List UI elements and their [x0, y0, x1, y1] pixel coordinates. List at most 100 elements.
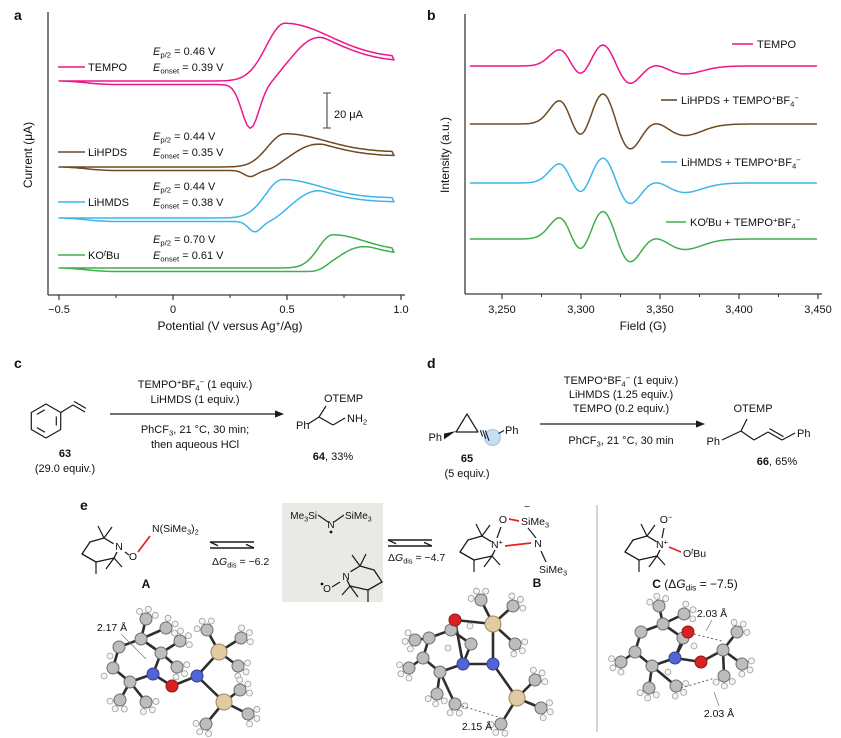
- c-atom: [106, 661, 120, 675]
- eonset-annotation: Eonset = 0.39 V: [153, 62, 224, 76]
- n-label: N: [534, 538, 542, 550]
- minus-charge: −: [524, 502, 530, 513]
- panel-a-cv-chart: a −0.5 0 0.5 1.0 Potential (V versus Ag+/Ag) C…: [14, 7, 409, 333]
- si-atom: [215, 693, 233, 711]
- c-atom: [234, 631, 248, 645]
- n-o-bond: [124, 551, 130, 556]
- hydrogen-atom: [738, 670, 746, 678]
- skeletal-bond: [721, 430, 742, 441]
- reagent-line: TEMPO (0.2 equiv.): [573, 403, 669, 415]
- x-tick-label: 3,350: [646, 304, 674, 316]
- compound-number: 64, 33%: [313, 451, 354, 463]
- ph-label: Ph: [797, 428, 810, 440]
- hydrogen-atom: [518, 647, 526, 655]
- distance-label: 2.15 Å: [462, 720, 492, 733]
- skeletal-bond: [318, 416, 334, 426]
- panel-letter-e: e: [80, 497, 88, 513]
- vinyl-bond: [60, 404, 74, 414]
- panel-letter-b: b: [427, 7, 436, 23]
- chair-bond: [81, 541, 91, 555]
- hydrogen-atom: [728, 678, 736, 685]
- chair-bond: [481, 535, 492, 543]
- chair-bond: [459, 539, 469, 553]
- radical-dot: [329, 530, 333, 534]
- hydrogen-atom: [205, 730, 213, 738]
- n-atom: [146, 667, 160, 681]
- hydrogen-atom: [246, 629, 253, 637]
- hydrogen-atom: [198, 617, 206, 625]
- distance-line: [680, 677, 716, 689]
- ph-label: Ph: [296, 420, 309, 432]
- hash-bond: [484, 430, 490, 441]
- hydrogen-atom: [148, 706, 156, 714]
- hydrogen-atom: [473, 587, 480, 595]
- chair-bond: [89, 537, 105, 543]
- c-atom: [448, 697, 462, 711]
- hydrogen-atom: [541, 678, 549, 686]
- hydrogen-atom: [682, 600, 690, 608]
- skeletal-bond: [740, 418, 748, 432]
- hydrogen-atom: [185, 632, 192, 640]
- chair-bond: [113, 551, 118, 559]
- hydrogen-atom: [652, 691, 660, 699]
- methyl-bond: [105, 557, 115, 570]
- silylamide-label: N(SiMe3)2: [152, 523, 199, 537]
- panel-c-reaction-scheme: c 63 (29.0 equiv.) TEMPO+BF4− (1 equiv.)LiH…: [14, 355, 367, 475]
- benzene-inner-bond: [36, 409, 46, 415]
- hydrogen-atom: [521, 638, 529, 646]
- c-atom: [231, 659, 245, 673]
- conditions-line: PhCF3, 21 °C, 30 min;: [141, 424, 249, 438]
- cv-curve-lihmds: [58, 178, 395, 233]
- wedge-bond: [444, 431, 456, 440]
- c-atom: [717, 669, 731, 683]
- bond: [317, 514, 329, 523]
- methyl-bond: [359, 553, 367, 567]
- x-tick-label: 0.5: [279, 304, 294, 316]
- o-atom: [165, 679, 179, 693]
- hydrogen-atom: [529, 666, 537, 674]
- chair-bond: [346, 579, 351, 587]
- equilibrium-arrow: [423, 541, 433, 547]
- panel-letter-d: d: [427, 355, 436, 371]
- molecule-3d-A: [100, 605, 261, 738]
- arrowhead-icon: [275, 410, 284, 418]
- hydrogen-atom: [181, 670, 188, 677]
- skeletal-bond: [307, 416, 320, 425]
- hydrogen-atom: [617, 668, 625, 676]
- structure-c-label: C (ΔGdis = −7.5): [652, 577, 737, 593]
- hydrogen-atom: [689, 615, 697, 623]
- series-name: LiHPDS: [88, 147, 127, 159]
- hydrogen-atom: [171, 620, 179, 628]
- hydrogen-atom: [671, 692, 679, 700]
- c-atom: [139, 695, 153, 709]
- vinyl-bond: [72, 404, 86, 413]
- methyl-bond: [646, 524, 656, 537]
- series-name: KOtBu + TEMPO+BF4−: [690, 216, 801, 231]
- methyl-bond: [481, 524, 491, 537]
- hydrogen-atom: [455, 709, 463, 717]
- ep-half-annotation: Ep/2 = 0.44 V: [153, 181, 216, 195]
- hydrogen-atom: [653, 592, 661, 600]
- hydrogen-atom: [440, 697, 448, 705]
- hydrogen-atom: [246, 689, 253, 697]
- hydrogen-atom: [236, 676, 244, 684]
- distance-pointer: [705, 619, 713, 632]
- o-label: O: [499, 514, 507, 526]
- hash-bond: [479, 429, 484, 437]
- c-atom: [123, 675, 137, 689]
- y-axis-title: Current (μA): [21, 122, 35, 188]
- c-atom: [408, 633, 422, 647]
- hydrogen-atom: [501, 729, 509, 737]
- skeletal-bond: [753, 431, 769, 441]
- n-atom: [190, 669, 204, 683]
- conditions-line: PhCF3, 21 °C, 30 min: [568, 435, 673, 449]
- bond: [540, 550, 547, 563]
- equilibrium-arrow: [209, 541, 219, 547]
- methyl-bond: [349, 585, 359, 598]
- series-name: LiHMDS: [88, 197, 129, 209]
- c-atom: [113, 693, 127, 707]
- x-tick-label: 3,450: [804, 304, 832, 316]
- methyl-bond: [103, 526, 113, 539]
